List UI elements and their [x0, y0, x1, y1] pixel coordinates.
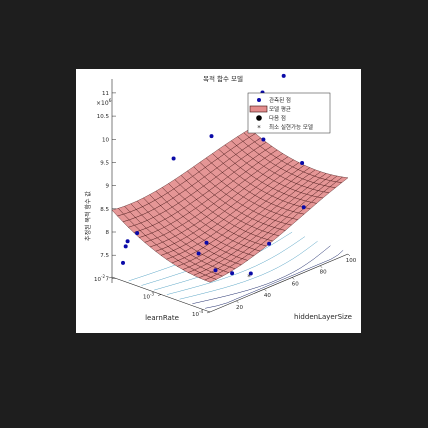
legend-next-marker — [256, 115, 262, 121]
legend-entry-model-mean: 모델 평균 — [249, 105, 291, 113]
observed-point — [267, 241, 272, 246]
legend-model-mean-label: 모델 평균 — [269, 105, 291, 113]
hiddenlayersize-axis-line — [209, 253, 349, 313]
contour-line — [166, 236, 306, 295]
learnrate-tick-base: 10 — [94, 277, 101, 283]
learnrate-tick — [108, 276, 113, 279]
learnrate-tick-label: 10-2 — [94, 274, 105, 283]
hiddenlayersize-tick — [236, 300, 239, 304]
legend: 관측된 점 모델 평균 다음 점 * 최소 실현가능 모델 — [247, 92, 331, 134]
observed-point — [248, 271, 253, 276]
learnrate-tick-exp: -3 — [150, 292, 154, 297]
z-tick-label: 10.5 — [97, 114, 110, 120]
z-tick-label: 8.5 — [100, 207, 109, 213]
legend-box — [247, 92, 331, 134]
z-tick-label: 10 — [102, 137, 109, 143]
legend-entry-observed: 관측된 점 — [257, 96, 291, 104]
legend-observed-marker — [257, 98, 261, 102]
legend-next-label: 다음 점 — [269, 114, 286, 122]
surface-patch — [204, 277, 217, 283]
observed-point — [135, 231, 140, 236]
z-tick-label: 9 — [106, 184, 110, 190]
z-tick-label: 7.5 — [100, 253, 109, 259]
hiddenlayersize-tick-label: 40 — [264, 293, 271, 299]
observed-point — [209, 134, 214, 139]
hiddenlayersize-tick — [292, 277, 295, 280]
hiddenlayersize-tick — [319, 265, 323, 268]
hiddenlayersize-tick-label: 20 — [236, 305, 243, 311]
observed-point — [123, 244, 128, 249]
legend-min-feasible-label: 최소 실현가능 모델 — [269, 123, 313, 131]
observed-point — [300, 161, 305, 165]
chart-title: 목적 함수 모델 — [203, 74, 243, 83]
legend-surface-marker — [249, 105, 268, 113]
contour-line — [192, 245, 331, 304]
learnrate-tick-exp: -4 — [199, 309, 203, 314]
observed-point — [261, 137, 266, 142]
learnrate-tick-base: 10 — [192, 312, 199, 318]
z-tick-label: 7 — [106, 276, 110, 282]
hiddenlayersize-tick — [347, 253, 351, 257]
learnrate-tick-label: 10-4 — [192, 309, 203, 318]
min-feasible-point: * — [247, 273, 251, 281]
hiddenlayersize-tick-label: 80 — [320, 270, 327, 276]
observed-point — [196, 251, 201, 256]
contour-line — [205, 250, 344, 309]
learnrate-tick — [206, 311, 211, 314]
learnrate-axis-label: learnRate — [145, 314, 179, 322]
observed-point — [121, 260, 125, 265]
learnrate-tick-label: 10-3 — [143, 292, 154, 301]
z-tick-label: 9.5 — [100, 160, 109, 166]
figure: 목적 함수 모델 7 7.5 8 8.5 9 9.5 10 10.5 11 10-2 10-3 10-… — [76, 45, 361, 333]
legend-entry-next: 다음 점 — [256, 114, 286, 122]
observed-point — [230, 271, 235, 276]
legend-entry-min-feasible: * 최소 실현가능 모델 — [257, 123, 313, 132]
legend-observed-label: 관측된 점 — [269, 96, 291, 104]
z-scale-label: ×106 — [96, 98, 112, 107]
z-axis-label: 추정된 목적 함수 값 — [84, 191, 92, 241]
observed-point — [281, 73, 286, 78]
hiddenlayersize-axis-label: hiddenLayerSize — [294, 313, 352, 321]
hiddenlayersize-tick — [264, 288, 267, 292]
axes: 77.588.599.51010.51110-210-310-420406080… — [94, 79, 357, 318]
learnrate-tick-base: 10 — [143, 295, 150, 301]
z-tick-label: 11 — [102, 91, 109, 97]
hiddenlayersize-tick-label: 60 — [292, 281, 299, 287]
observed-point — [213, 268, 218, 273]
observed-point — [204, 240, 209, 245]
learnrate-tick-exp: -2 — [101, 274, 105, 279]
objective-surface-chart: 목적 함수 모델 77.588.599.51010.51110-210-310-… — [84, 45, 357, 322]
observed-point — [125, 239, 130, 244]
learnrate-tick — [157, 294, 162, 296]
z-tick-label: 8 — [106, 230, 110, 236]
legend-min-feasible-marker: * — [257, 124, 261, 132]
model-mean-surface — [111, 128, 349, 283]
observed-point — [301, 205, 306, 210]
hiddenlayersize-tick-label: 100 — [346, 258, 357, 264]
contour-line — [179, 241, 318, 300]
observed-point — [171, 156, 176, 161]
